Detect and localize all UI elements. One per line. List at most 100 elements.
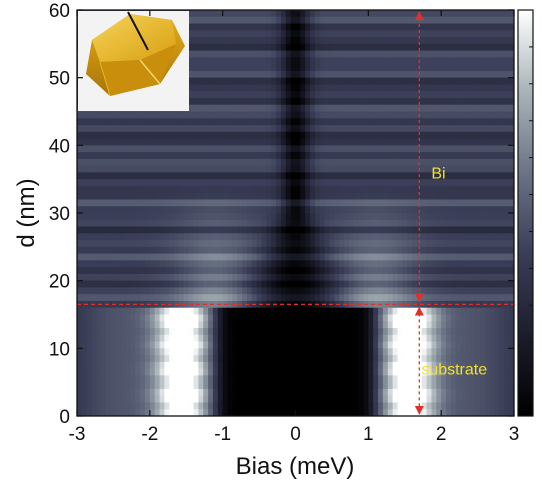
heatmap-cell (378, 233, 384, 241)
heatmap-cell (246, 206, 253, 214)
heatmap-cell (188, 213, 195, 221)
heatmap-cell (208, 328, 214, 336)
heatmap-cell (280, 267, 287, 275)
heatmap-cell (91, 355, 98, 363)
heatmap-cell (363, 30, 369, 38)
heatmap-cell (480, 341, 486, 349)
heatmap-cell (261, 375, 267, 383)
heatmap-cell (212, 233, 219, 241)
heatmap-cell (106, 125, 112, 133)
heatmap-cell (455, 10, 462, 18)
heatmap-cell (101, 233, 107, 241)
heatmap-cell (329, 341, 335, 349)
heatmap-cell (450, 70, 457, 79)
heatmap-cell (412, 30, 418, 38)
heatmap-cell (489, 77, 496, 86)
heatmap-cell (271, 172, 277, 180)
heatmap-cell (305, 348, 311, 356)
heatmap-cell (475, 213, 481, 221)
heatmap-cell (101, 382, 107, 390)
heatmap-cell (164, 273, 170, 282)
heatmap-cell (484, 300, 491, 309)
heatmap-cell (310, 355, 316, 363)
heatmap-cell (392, 219, 399, 228)
heatmap-cell (125, 321, 132, 329)
heatmap-cell (110, 273, 117, 282)
heatmap-cell (276, 328, 282, 336)
heatmap-cell (110, 294, 117, 302)
heatmap-cell (290, 125, 297, 133)
heatmap-cell (353, 240, 360, 248)
heatmap-cell (460, 273, 467, 282)
heatmap-cell (101, 206, 107, 214)
heatmap-cell (329, 206, 335, 214)
heatmap-cell (509, 104, 514, 113)
heatmap-cell (407, 70, 413, 79)
heatmap-cell (450, 145, 457, 153)
heatmap-cell (499, 260, 505, 268)
heatmap-cell (106, 226, 112, 234)
heatmap-cell (300, 219, 306, 228)
heatmap-cell (329, 240, 335, 248)
heatmap-cell (276, 280, 282, 289)
heatmap-cell (450, 321, 457, 329)
heatmap-cell (344, 341, 350, 349)
heatmap-cell (480, 355, 486, 363)
heatmap-cell (436, 125, 442, 133)
heatmap-cell (382, 111, 389, 119)
heatmap-cell (261, 314, 267, 322)
heatmap-cell (499, 294, 505, 302)
heatmap-cell (353, 314, 360, 322)
heatmap-cell (193, 253, 199, 261)
heatmap-cell (339, 131, 345, 140)
heatmap-cell (455, 138, 462, 146)
heatmap-cell (140, 206, 146, 214)
heatmap-cell (397, 125, 403, 133)
heatmap-cell (280, 240, 287, 248)
heatmap-cell (509, 152, 514, 160)
heatmap-cell (222, 355, 229, 363)
heatmap-cell (412, 287, 418, 295)
heatmap-cell (494, 341, 501, 349)
heatmap-cell (441, 341, 447, 349)
heatmap-cell (484, 260, 491, 268)
heatmap-cell (480, 199, 486, 207)
heatmap-cell (446, 192, 452, 201)
heatmap-cell (339, 84, 345, 92)
heatmap-cell (246, 23, 253, 31)
heatmap-cell (387, 131, 394, 140)
heatmap-cell (499, 145, 505, 153)
heatmap-cell (319, 50, 326, 58)
heatmap-cell (465, 158, 471, 167)
heatmap-cell (455, 246, 462, 255)
heatmap-cell (314, 16, 321, 25)
heatmap-cell (164, 300, 170, 309)
heatmap-cell (81, 206, 88, 214)
heatmap-cell (237, 23, 243, 31)
heatmap-cell (242, 267, 248, 275)
heatmap-cell (397, 273, 403, 282)
heatmap-cell (484, 138, 491, 146)
heatmap-cell (334, 57, 340, 65)
heatmap-cell (77, 192, 83, 201)
heatmap-cell (387, 165, 394, 173)
heatmap-cell (271, 368, 277, 376)
heatmap-cell (455, 125, 462, 133)
heatmap-cell (446, 213, 452, 221)
heatmap-cell (358, 355, 365, 363)
heatmap-cell (373, 179, 379, 187)
heatmap-cell (271, 50, 277, 58)
heatmap-cell (159, 199, 165, 207)
heatmap-cell (217, 334, 224, 343)
heatmap-cell (387, 260, 394, 268)
heatmap-cell (431, 84, 437, 92)
heatmap-cell (402, 172, 408, 180)
heatmap-cell (203, 267, 209, 275)
heatmap-cell (208, 314, 214, 322)
heatmap-cell (314, 10, 321, 18)
heatmap-cell (470, 111, 476, 119)
heatmap-cell (212, 57, 219, 65)
heatmap-cell (232, 233, 238, 241)
heatmap-cell (300, 16, 306, 25)
heatmap-cell (130, 348, 136, 356)
